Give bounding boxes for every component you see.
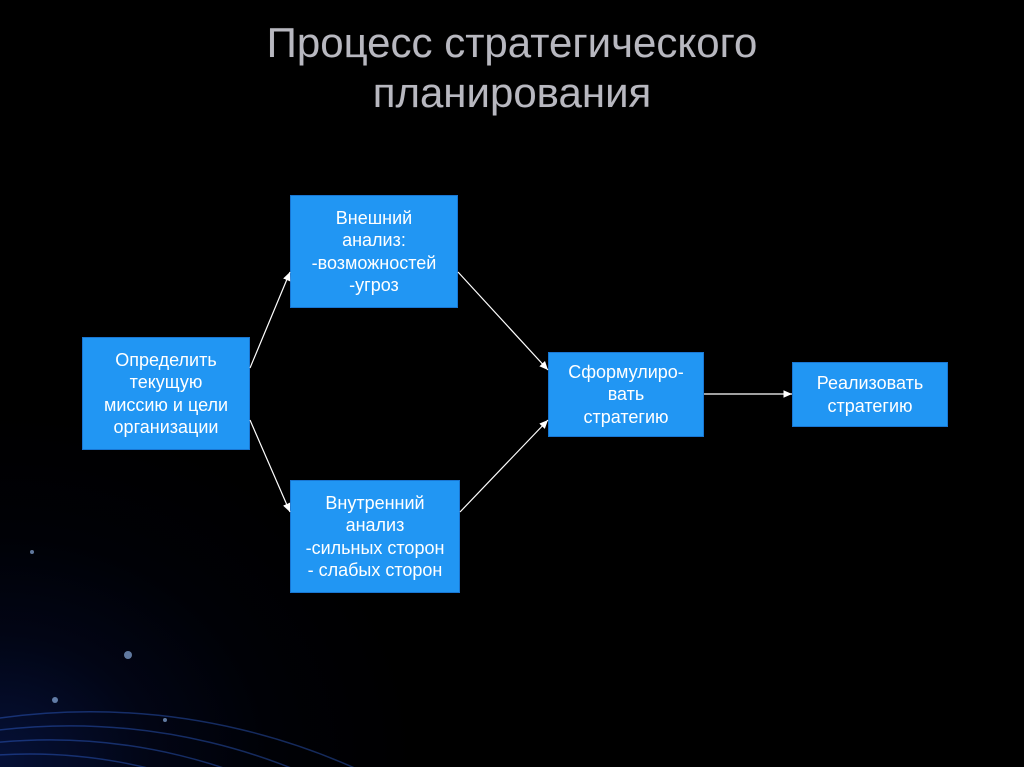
slide-title: Процесс стратегического планирования: [0, 18, 1024, 119]
flowchart-node-formulate: Сформулиро- вать стратегию: [548, 352, 704, 437]
flowchart-node-mission: Определить текущую миссию и цели организ…: [82, 337, 250, 450]
flowchart-node-implement: Реализовать стратегию: [792, 362, 948, 427]
flowchart-node-external: Внешний анализ: -возможностей -угроз: [290, 195, 458, 308]
flowchart-node-internal: Внутренний анализ -сильных сторон - слаб…: [290, 480, 460, 593]
